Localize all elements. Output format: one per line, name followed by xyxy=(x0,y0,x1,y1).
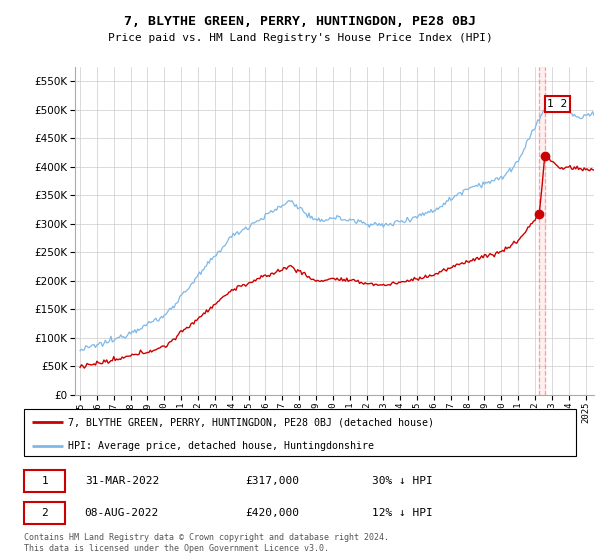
Text: 08-AUG-2022: 08-AUG-2022 xyxy=(85,508,159,518)
Text: 12% ↓ HPI: 12% ↓ HPI xyxy=(372,508,433,518)
Text: 7, BLYTHE GREEN, PERRY, HUNTINGDON, PE28 0BJ (detached house): 7, BLYTHE GREEN, PERRY, HUNTINGDON, PE28… xyxy=(68,417,434,427)
Text: 1: 1 xyxy=(41,476,48,486)
FancyBboxPatch shape xyxy=(24,409,576,456)
FancyBboxPatch shape xyxy=(24,470,65,492)
Text: Contains HM Land Registry data © Crown copyright and database right 2024.
This d: Contains HM Land Registry data © Crown c… xyxy=(24,533,389,553)
Text: £317,000: £317,000 xyxy=(245,476,299,486)
Text: 1 2: 1 2 xyxy=(547,99,568,109)
Text: Price paid vs. HM Land Registry's House Price Index (HPI): Price paid vs. HM Land Registry's House … xyxy=(107,33,493,43)
Text: 31-MAR-2022: 31-MAR-2022 xyxy=(85,476,159,486)
FancyBboxPatch shape xyxy=(24,502,65,524)
Text: £420,000: £420,000 xyxy=(245,508,299,518)
Text: HPI: Average price, detached house, Huntingdonshire: HPI: Average price, detached house, Hunt… xyxy=(68,441,374,451)
Text: 7, BLYTHE GREEN, PERRY, HUNTINGDON, PE28 0BJ: 7, BLYTHE GREEN, PERRY, HUNTINGDON, PE28… xyxy=(124,15,476,28)
Bar xyxy=(539,67,545,395)
Text: 30% ↓ HPI: 30% ↓ HPI xyxy=(372,476,433,486)
Text: 2: 2 xyxy=(41,508,48,518)
